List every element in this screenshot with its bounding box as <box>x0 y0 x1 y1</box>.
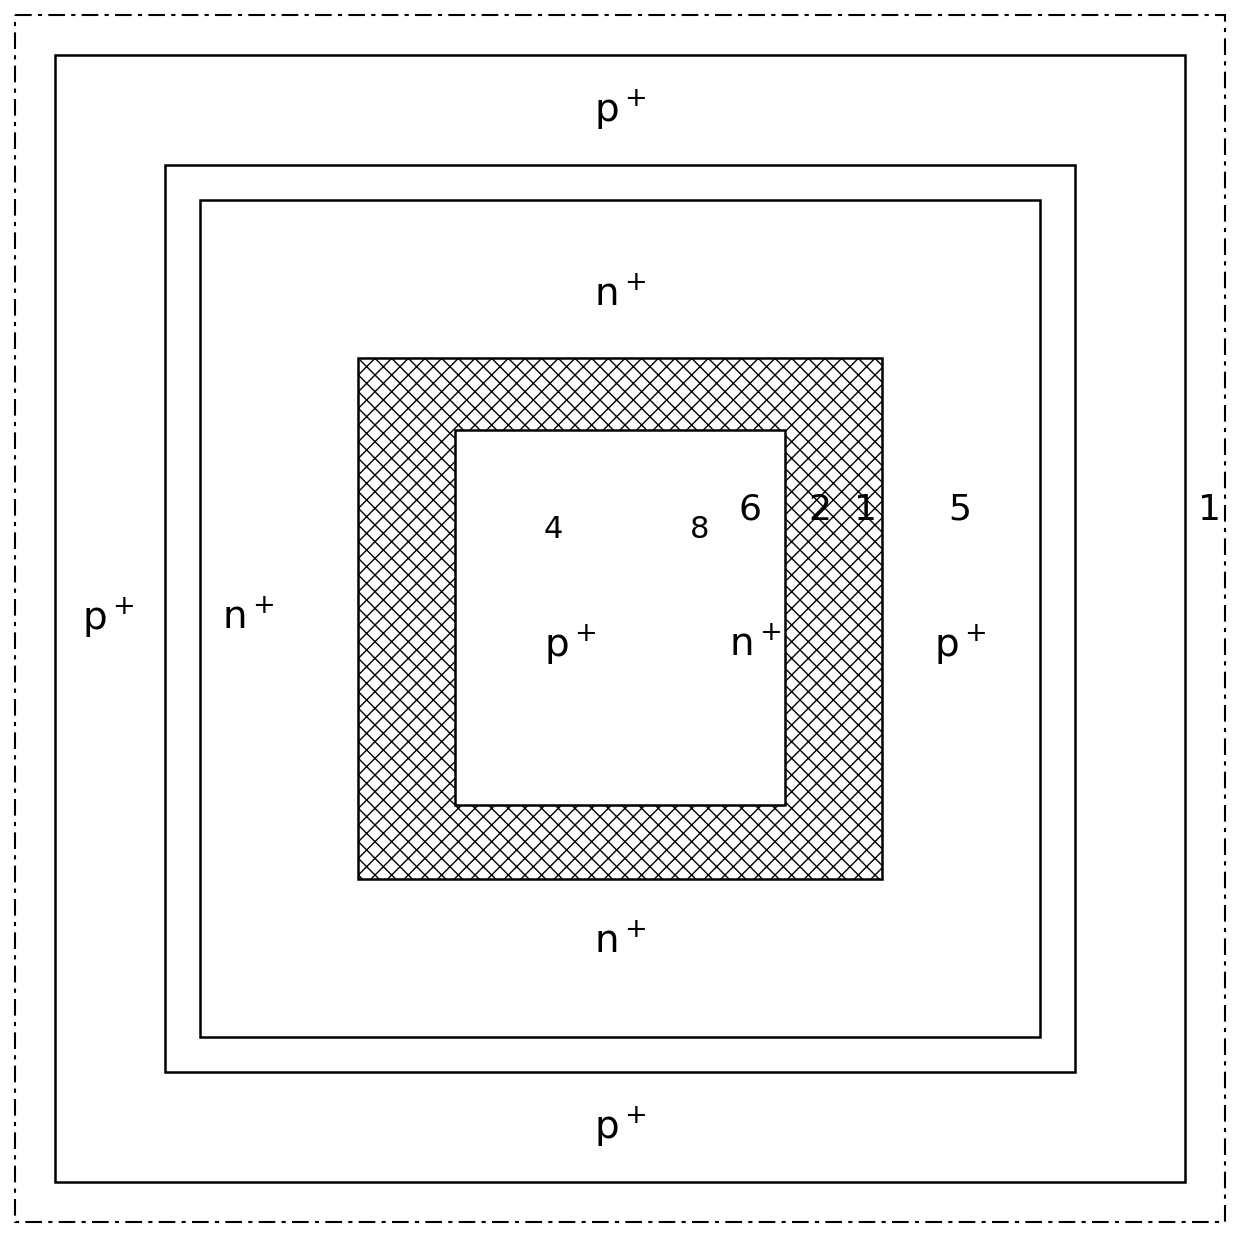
Text: 5: 5 <box>949 494 971 527</box>
Text: 6: 6 <box>739 494 761 527</box>
Text: 4: 4 <box>543 516 563 544</box>
Text: p$^+$: p$^+$ <box>594 88 646 132</box>
Bar <box>358 357 882 880</box>
Text: p$^+$: p$^+$ <box>934 623 986 667</box>
Bar <box>165 165 1075 1072</box>
Text: p$^+$: p$^+$ <box>82 596 134 640</box>
Text: 8: 8 <box>691 516 709 544</box>
Bar <box>200 200 1040 1037</box>
Text: n$^+$: n$^+$ <box>222 599 274 637</box>
Text: 1: 1 <box>853 494 877 527</box>
Text: 2: 2 <box>808 494 832 527</box>
Text: n$^+$: n$^+$ <box>594 276 646 314</box>
Text: n$^+$: n$^+$ <box>594 923 646 961</box>
Text: n$^+$: n$^+$ <box>729 626 781 664</box>
Text: p$^+$: p$^+$ <box>544 623 596 667</box>
Text: 1: 1 <box>1199 494 1221 527</box>
Bar <box>455 430 785 805</box>
Text: p$^+$: p$^+$ <box>594 1105 646 1149</box>
